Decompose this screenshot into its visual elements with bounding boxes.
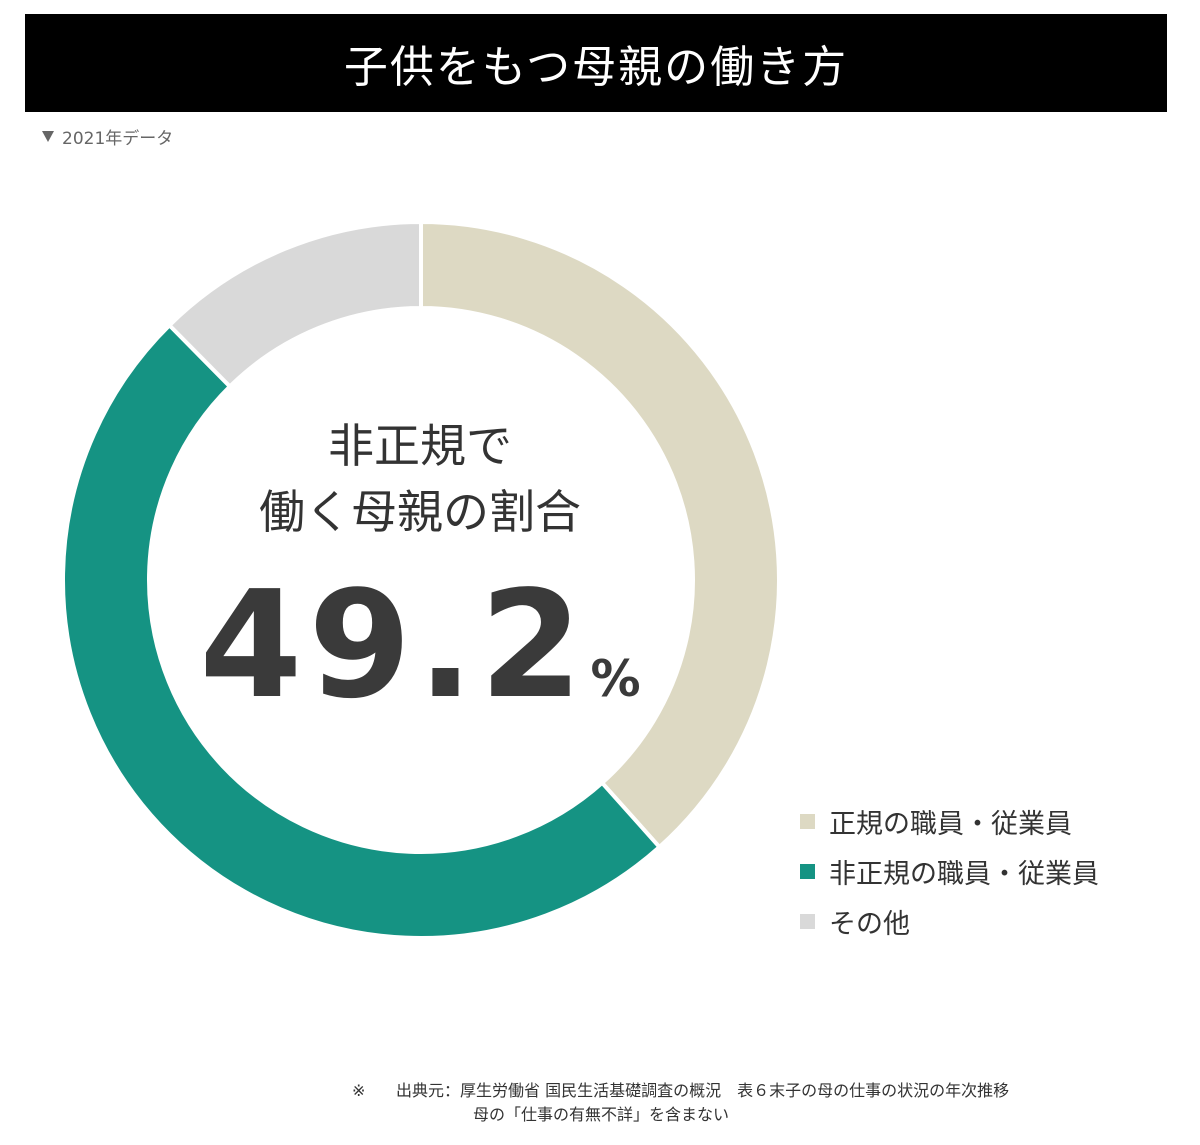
- title-bar: 子供をもつ母親の働き方: [25, 14, 1167, 112]
- legend-label-non-regular: 非正規の職員・従業員: [829, 858, 1099, 890]
- footnote-source: 出典元：厚生労働省 国民生活基礎調査の概況 表６末子の母の仕事の状況の年次推移: [396, 1081, 1010, 1100]
- legend-label-other: その他: [829, 908, 910, 940]
- center-value: 49.2%: [170, 570, 670, 720]
- chart-title: 子供をもつ母親の働き方: [343, 42, 849, 93]
- subtitle-text: 2021年データ: [62, 129, 174, 149]
- triangle-down-icon: [42, 131, 54, 142]
- legend-item-other: その他: [800, 896, 1099, 946]
- legend-swatch-regular: [800, 813, 815, 829]
- legend: 正規の職員・従業員 非正規の職員・従業員 その他: [800, 796, 1099, 946]
- legend-label-regular: 正規の職員・従業員: [829, 808, 1072, 840]
- center-value-unit: %: [590, 650, 641, 708]
- center-label-line2: 働く母親の割合: [259, 485, 581, 539]
- donut-slice-other: [166, 219, 423, 390]
- legend-swatch-other: [800, 913, 815, 929]
- legend-item-non-regular: 非正規の職員・従業員: [800, 846, 1099, 896]
- footnote-line2: 母の「仕事の有無不詳」を含まない: [473, 1105, 730, 1124]
- footnote-line1: ※ 出典元：厚生労働省 国民生活基礎調査の概況 表６末子の母の仕事の状況の年次推移: [352, 1079, 1009, 1103]
- footnote-mark: ※: [352, 1081, 366, 1100]
- legend-swatch-non-regular: [800, 863, 815, 879]
- subtitle: 2021年データ: [42, 124, 173, 149]
- center-value-number: 49.2: [199, 559, 589, 731]
- center-label-line1: 非正規で: [328, 419, 512, 473]
- donut-slice-regular: [419, 219, 781, 850]
- legend-item-regular: 正規の職員・従業員: [800, 796, 1099, 846]
- donut-slice-non-regular: [61, 322, 663, 940]
- source-footnote: ※ 出典元：厚生労働省 国民生活基礎調査の概況 表６末子の母の仕事の状況の年次推移…: [352, 1079, 1009, 1127]
